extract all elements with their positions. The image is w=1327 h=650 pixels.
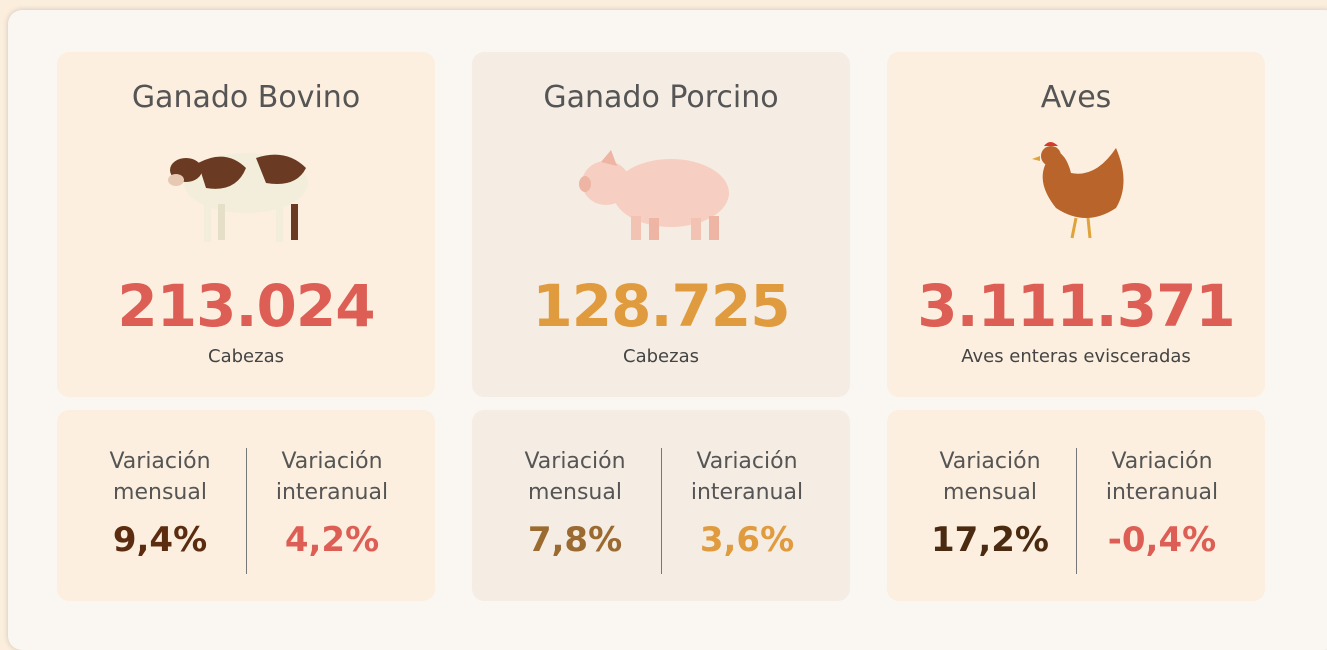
stat-label: Variación mensual [939, 449, 1041, 505]
stat-value: 3,6% [699, 520, 795, 560]
stat-value: 17,2% [931, 520, 1049, 560]
stat-label: Variación interanual [690, 449, 804, 505]
card-top: Ganado Porcino 128.725 Cabezas [472, 52, 850, 397]
card-value: 128.725 [532, 272, 790, 340]
card-bottom: Variación mensual 7,8% Variación interanu… [472, 410, 850, 601]
card-title: Ganado Porcino [543, 80, 779, 115]
stat-value: 9,4% [112, 520, 208, 560]
card-bottom: Variación mensual 9,4% Variación interanu… [57, 410, 435, 601]
stat-label: Variación interanual [275, 449, 389, 505]
stat-value: 4,2% [284, 520, 380, 560]
stat-value: 7,8% [527, 520, 623, 560]
stat-label: Variación mensual [524, 449, 626, 505]
card-top: Ganado Bovino 213.024 Cabezas [57, 52, 435, 397]
card-unit: Cabezas [208, 346, 284, 367]
page: Ganado Bovino 213.024 Cabezas Variación … [8, 10, 1327, 650]
cow-icon [168, 153, 308, 242]
divider [1076, 448, 1077, 574]
stat-value: -0,4% [1107, 520, 1217, 560]
pig-icon [579, 150, 729, 240]
hen-icon [1032, 142, 1124, 239]
card-value: 213.024 [117, 272, 375, 340]
card-top: Aves 3.111.371 Aves enteras evisceradas [887, 52, 1265, 397]
card-value: 3.111.371 [917, 272, 1236, 340]
stat-label: Variación mensual [109, 449, 211, 505]
divider [661, 448, 662, 574]
card-title: Ganado Bovino [131, 80, 361, 115]
card-unit: Cabezas [623, 346, 699, 367]
divider [246, 448, 247, 574]
card-unit: Aves enteras evisceradas [961, 346, 1191, 367]
stat-label: Variación interanual [1105, 449, 1219, 505]
card-bottom: Variación mensual 17,2% Variación interan… [887, 410, 1265, 601]
card-title: Aves [1040, 80, 1112, 115]
